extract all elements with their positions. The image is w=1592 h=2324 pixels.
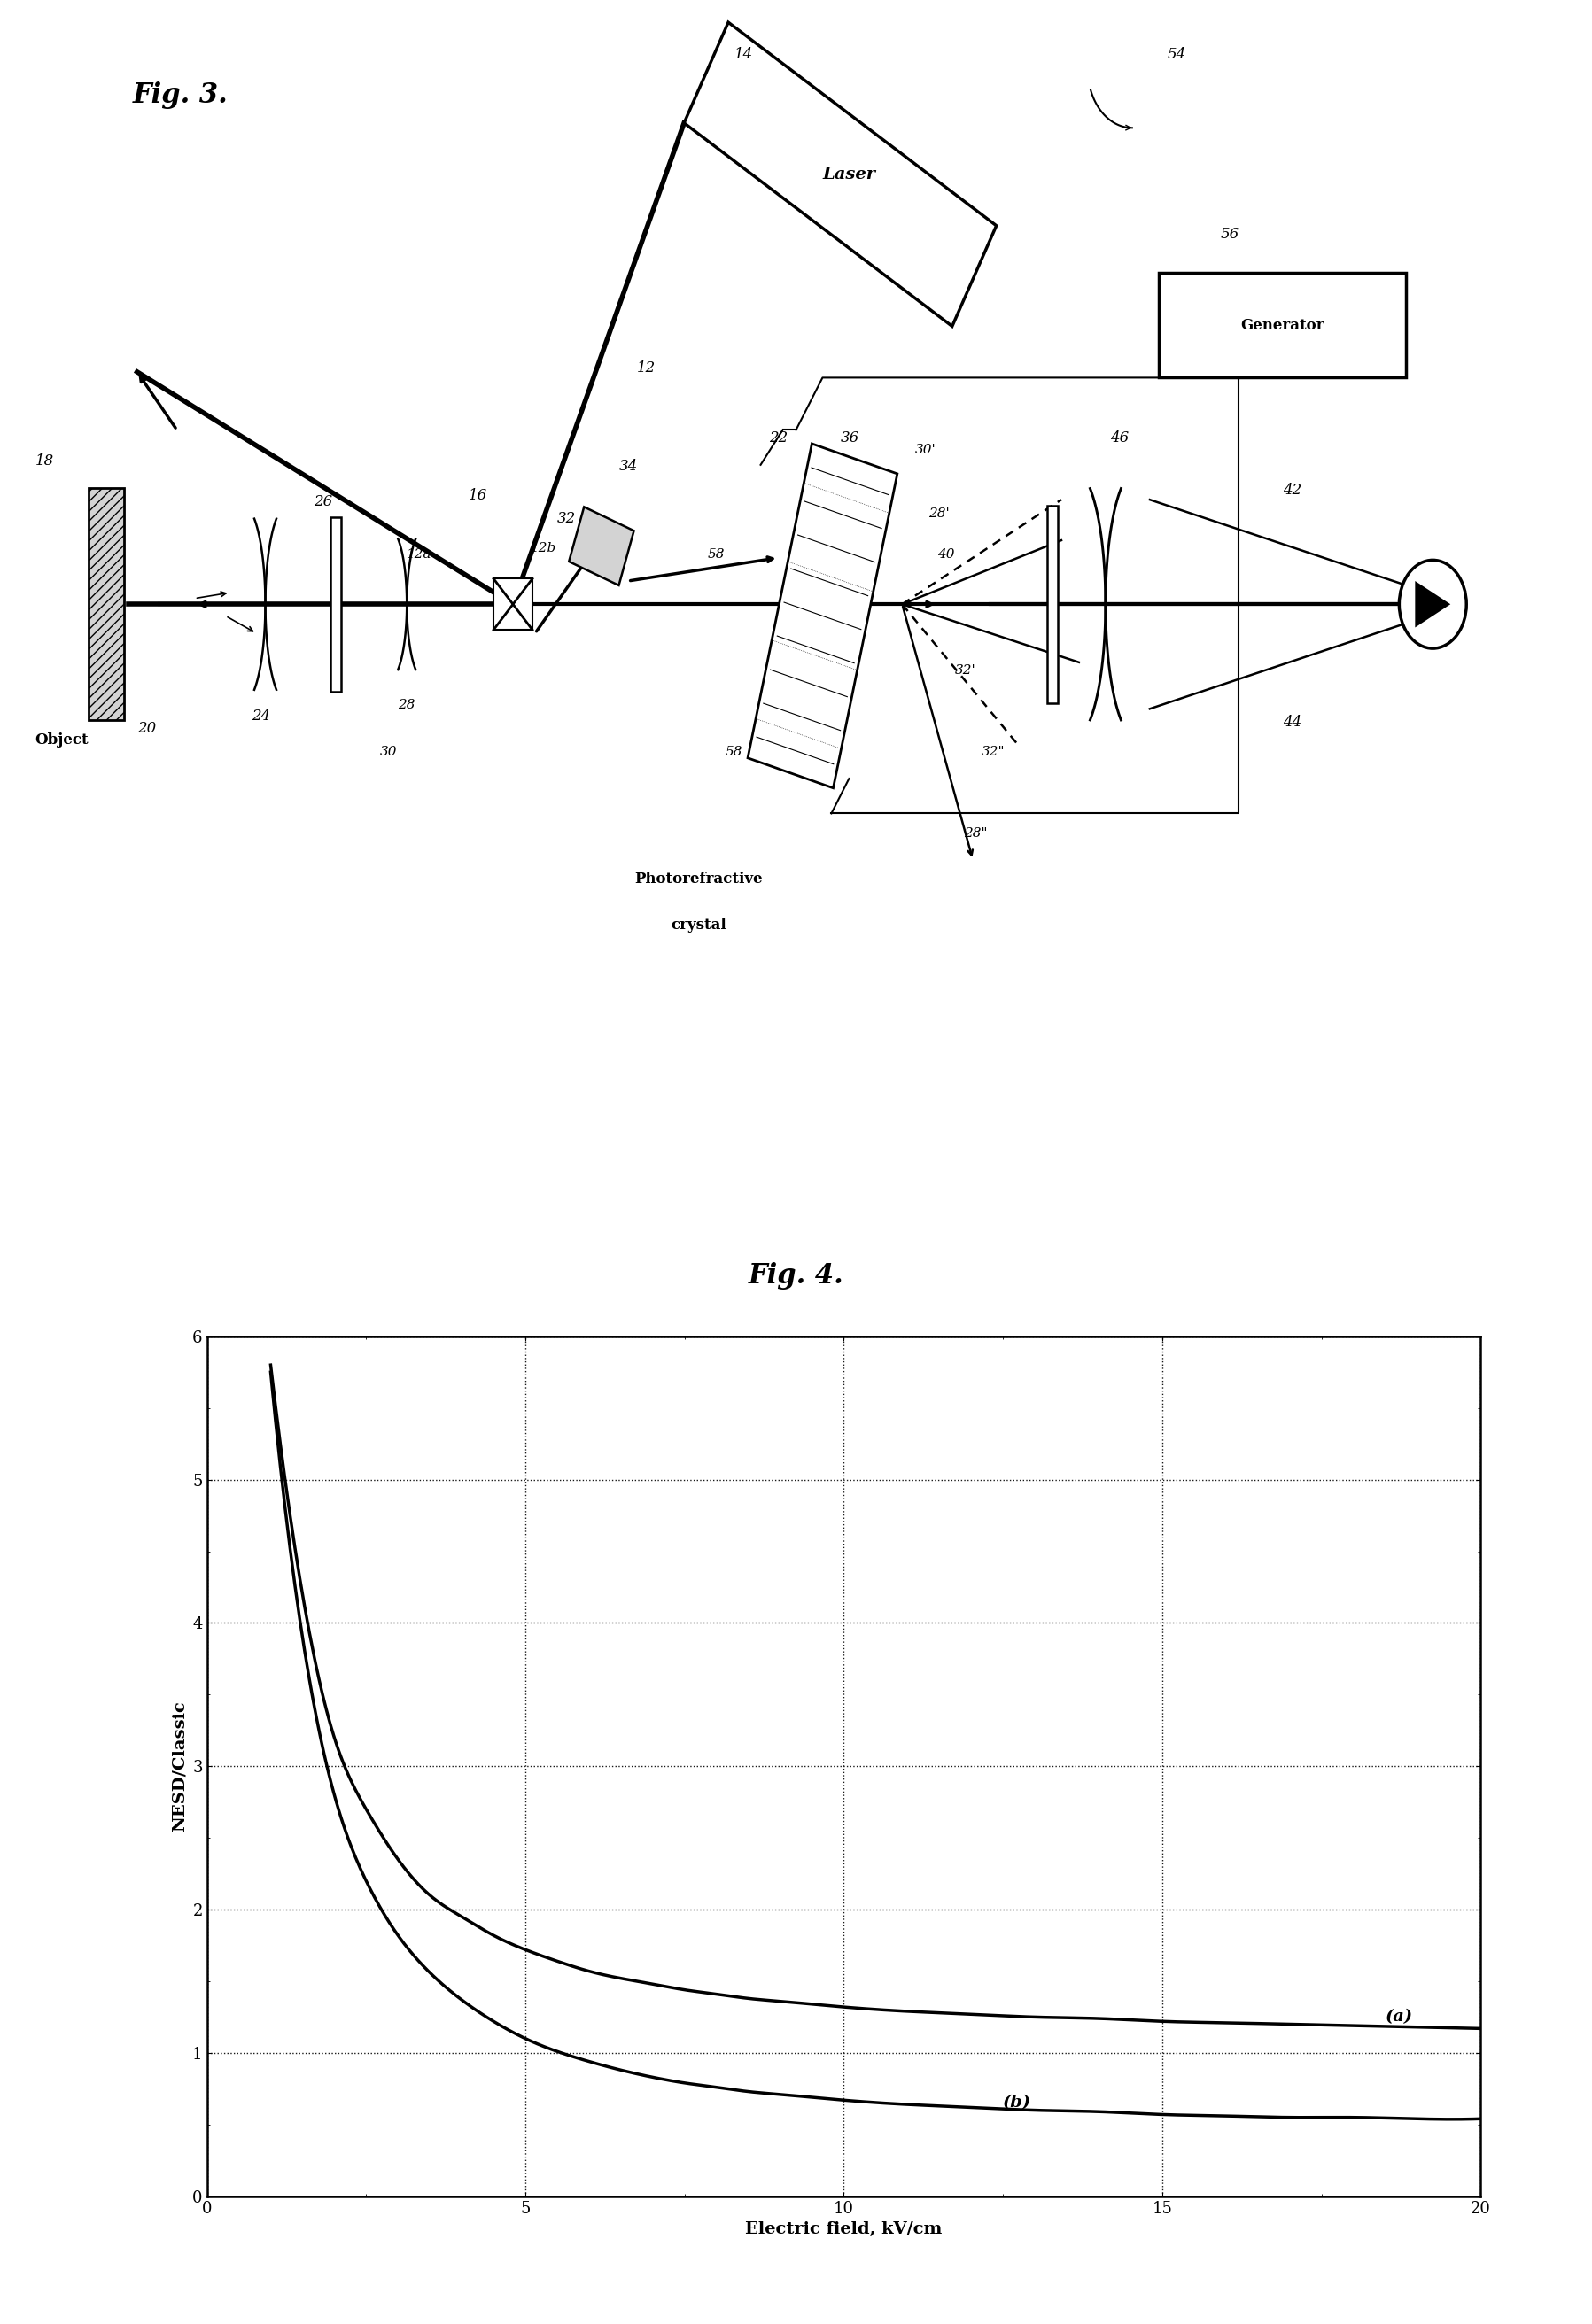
Bar: [331, 516, 341, 690]
Bar: [494, 579, 532, 630]
Text: 18: 18: [35, 453, 54, 469]
Text: crystal: crystal: [670, 918, 726, 932]
Polygon shape: [748, 444, 898, 788]
Text: 20: 20: [137, 720, 156, 737]
Text: 32: 32: [557, 511, 576, 528]
Text: 32": 32": [982, 746, 1005, 758]
Text: 12: 12: [637, 360, 656, 376]
Polygon shape: [685, 23, 997, 325]
Text: 54: 54: [1167, 46, 1186, 63]
Text: Laser: Laser: [823, 167, 876, 181]
Text: 24: 24: [252, 709, 271, 725]
X-axis label: Electric field, kV/cm: Electric field, kV/cm: [745, 2222, 942, 2238]
Text: 30: 30: [380, 746, 398, 758]
Text: 26: 26: [314, 495, 333, 509]
Polygon shape: [1415, 581, 1450, 627]
Bar: [89, 488, 124, 720]
Text: 58: 58: [707, 548, 724, 560]
Polygon shape: [568, 507, 634, 586]
Text: 36: 36: [841, 430, 860, 446]
Text: 34: 34: [619, 460, 638, 474]
Text: 46: 46: [1110, 430, 1129, 446]
Text: Photorefractive: Photorefractive: [635, 872, 763, 885]
Text: 28: 28: [398, 700, 416, 711]
Text: 12a: 12a: [408, 548, 431, 560]
Bar: [1048, 504, 1057, 702]
Y-axis label: NESD/Classic: NESD/Classic: [172, 1701, 188, 1831]
Circle shape: [1399, 560, 1466, 648]
Text: 22: 22: [769, 430, 788, 446]
Text: 32': 32': [955, 665, 976, 676]
Text: Fig. 3.: Fig. 3.: [132, 81, 228, 109]
Text: (a): (a): [1385, 2008, 1412, 2024]
Text: Object: Object: [35, 732, 89, 746]
Text: Fig. 4.: Fig. 4.: [748, 1262, 844, 1290]
Bar: [1159, 272, 1406, 376]
Text: 38: 38: [858, 525, 876, 537]
Text: 28': 28': [928, 507, 950, 521]
Text: 16: 16: [468, 488, 487, 504]
Text: 12b: 12b: [530, 541, 557, 555]
Text: 58: 58: [726, 746, 742, 758]
Text: 30': 30': [915, 444, 936, 456]
Text: Generator: Generator: [1240, 318, 1325, 332]
Text: 44: 44: [1283, 716, 1301, 730]
Text: 42: 42: [1283, 483, 1301, 497]
Text: 56: 56: [1221, 228, 1239, 242]
Text: (b): (b): [1003, 2094, 1032, 2110]
Text: 28": 28": [965, 827, 987, 839]
Text: 14: 14: [734, 46, 753, 63]
Text: 40: 40: [938, 548, 955, 560]
